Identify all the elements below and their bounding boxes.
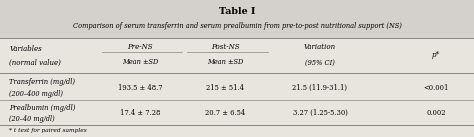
Text: Variables: Variables xyxy=(9,45,42,53)
Text: (95% CI): (95% CI) xyxy=(305,58,335,66)
Text: p*: p* xyxy=(432,51,440,59)
Text: 17.4 ± 7.28: 17.4 ± 7.28 xyxy=(119,109,160,117)
Text: <0.001: <0.001 xyxy=(423,84,449,92)
Text: 193.5 ± 48.7: 193.5 ± 48.7 xyxy=(118,84,162,92)
Text: Table I: Table I xyxy=(219,7,255,16)
Text: Comparison of serum transferrin and serum prealbumin from pre-to-post nutritiona: Comparison of serum transferrin and seru… xyxy=(73,22,401,30)
Text: Prealbumin (mg/dl): Prealbumin (mg/dl) xyxy=(9,104,76,112)
Text: * t test for paired samples: * t test for paired samples xyxy=(9,128,87,133)
Text: 215 ± 51.4: 215 ± 51.4 xyxy=(206,84,244,92)
Bar xyxy=(0,38,474,137)
Text: 21.5 (11.9-31.1): 21.5 (11.9-31.1) xyxy=(292,84,347,92)
Text: Mean ±SD: Mean ±SD xyxy=(122,58,158,66)
Text: 20.7 ± 6.54: 20.7 ± 6.54 xyxy=(205,109,245,117)
Text: Post-NS: Post-NS xyxy=(211,43,239,51)
Text: Pre-NS: Pre-NS xyxy=(127,43,153,51)
Text: 3.27 (1.25-5.30): 3.27 (1.25-5.30) xyxy=(292,109,347,117)
Text: (20–40 mg/dl): (20–40 mg/dl) xyxy=(9,115,55,122)
Text: Transferrin (mg/dl): Transferrin (mg/dl) xyxy=(9,78,75,85)
Text: Mean ±SD: Mean ±SD xyxy=(207,58,243,66)
Text: (normal value): (normal value) xyxy=(9,58,61,66)
Text: (200–400 mg/dl): (200–400 mg/dl) xyxy=(9,90,64,98)
Text: Variation: Variation xyxy=(304,43,336,51)
Text: 0.002: 0.002 xyxy=(426,109,446,117)
